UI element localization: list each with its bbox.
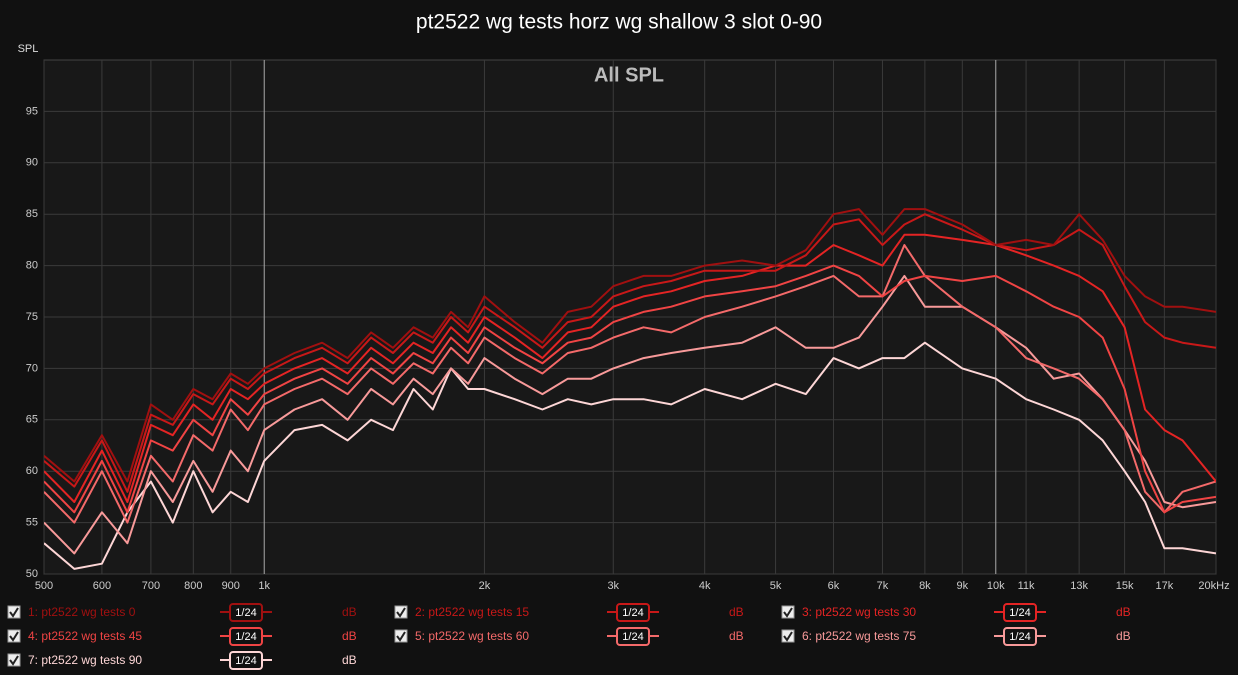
legend-smoothing-box	[1003, 627, 1037, 646]
legend-smoothing-box	[616, 603, 650, 622]
x-tick-label: 9k	[956, 580, 968, 592]
legend-checkmark	[9, 655, 19, 666]
legend-entry: 3: pt2522 wg tests 30 1/24 dB	[781, 603, 1131, 622]
legend-label: 6: pt2522 wg tests 75	[802, 629, 916, 643]
x-tick-label: 7k	[877, 580, 889, 592]
y-tick-label: 55	[26, 517, 38, 529]
legend-label: 4: pt2522 wg tests 45	[28, 629, 142, 643]
series-line	[44, 233, 1216, 503]
y-tick-label: 65	[26, 414, 38, 426]
series-line	[44, 208, 1216, 483]
x-tick-label: 20kHz	[1198, 580, 1229, 592]
x-tick-label: 5k	[770, 580, 782, 592]
x-tick-label: 800	[184, 580, 202, 592]
legend-entry: 6: pt2522 wg tests 75 1/24 dB	[781, 627, 1131, 646]
series-line	[44, 274, 1216, 555]
chart-title: pt2522 wg tests horz wg shallow 3 slot 0…	[416, 11, 822, 34]
legend-smoothing: 1/24	[1009, 631, 1030, 643]
legend-label: 7: pt2522 wg tests 90	[28, 653, 142, 667]
x-tick-label: 3k	[607, 580, 619, 592]
legend-label: 2: pt2522 wg tests 15	[415, 605, 529, 619]
x-tick-label: 600	[93, 580, 111, 592]
legend-unit: dB	[342, 629, 357, 643]
legend-smoothing-box	[229, 627, 263, 646]
legend-entry: 4: pt2522 wg tests 45 1/24 dB	[7, 627, 357, 646]
x-tick-label: 10k	[987, 580, 1005, 592]
legend-smoothing: 1/24	[235, 655, 256, 667]
legend-label: 1: pt2522 wg tests 0	[28, 605, 136, 619]
x-tick-label: 8k	[919, 580, 931, 592]
legend-unit: dB	[342, 653, 357, 667]
legend-entry: 5: pt2522 wg tests 60 1/24 dB	[394, 627, 744, 646]
legend-smoothing-box	[616, 627, 650, 646]
legend-smoothing: 1/24	[235, 607, 256, 619]
legend-unit: dB	[1116, 629, 1131, 643]
legend-checkmark	[783, 607, 793, 618]
legend-checkmark	[783, 631, 793, 642]
legend-smoothing: 1/24	[622, 631, 643, 643]
y-tick-label: 80	[26, 260, 38, 272]
legend-unit: dB	[729, 629, 744, 643]
series-line	[44, 213, 1216, 493]
legend-entry: 2: pt2522 wg tests 15 1/24 dB	[394, 603, 744, 622]
legend-unit: dB	[1116, 605, 1131, 619]
legend-checkmark	[9, 631, 19, 642]
legend-checkmark	[396, 631, 406, 642]
legend-smoothing-box	[1003, 603, 1037, 622]
legend-smoothing-box	[229, 603, 263, 622]
x-tick-label: 15k	[1116, 580, 1134, 592]
series-line	[44, 341, 1216, 570]
legend-unit: dB	[342, 605, 357, 619]
legend-label: 5: pt2522 wg tests 60	[415, 629, 529, 643]
annotation: All SPL	[594, 64, 664, 86]
grid	[43, 60, 1217, 575]
legend-smoothing-box	[229, 651, 263, 670]
legend-smoothing: 1/24	[235, 631, 256, 643]
y-tick-label: 50	[26, 568, 38, 580]
y-tick-label: 90	[26, 157, 38, 169]
legend-checkmark	[9, 607, 19, 618]
x-tick-label: 1k	[258, 580, 270, 592]
x-tick-label: 700	[142, 580, 160, 592]
series-line	[44, 244, 1216, 524]
legend-label: 3: pt2522 wg tests 30	[802, 605, 916, 619]
x-tick-label: 4k	[699, 580, 711, 592]
series-line	[44, 264, 1216, 514]
legend-checkmark	[396, 607, 406, 618]
x-tick-label: 6k	[828, 580, 840, 592]
x-tick-label: 500	[35, 580, 53, 592]
x-tick-label: 17k	[1155, 580, 1173, 592]
y-axis-label: SPL	[18, 43, 39, 55]
y-tick-label: 75	[26, 311, 38, 323]
legend-smoothing: 1/24	[1009, 607, 1030, 619]
legend-entry: 7: pt2522 wg tests 90 1/24 dB	[7, 651, 357, 670]
y-tick-label: 95	[26, 105, 38, 117]
y-tick-label: 85	[26, 208, 38, 220]
legend-smoothing: 1/24	[622, 607, 643, 619]
x-tick-label: 900	[222, 580, 240, 592]
y-tick-label: 60	[26, 465, 38, 477]
legend-entry: 1: pt2522 wg tests 0 1/24 dB	[7, 603, 357, 622]
x-tick-label: 13k	[1070, 580, 1088, 592]
x-tick-label: 11k	[1018, 580, 1035, 592]
legend-unit: dB	[729, 605, 744, 619]
y-tick-label: 70	[26, 362, 38, 374]
x-tick-label: 2k	[479, 580, 491, 592]
